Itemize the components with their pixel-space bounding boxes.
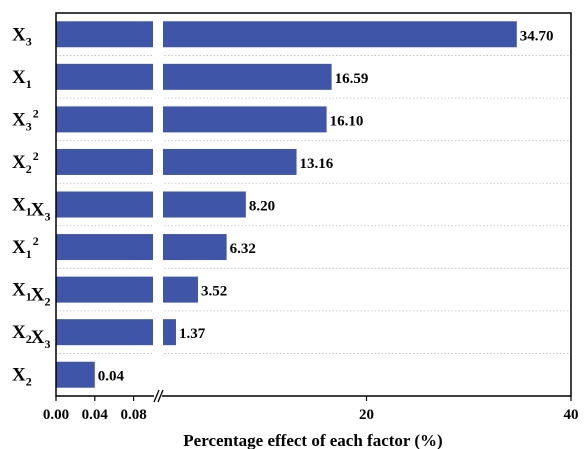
bar-broken-left — [56, 276, 153, 303]
bar — [163, 63, 332, 90]
data-label: 8.20 — [249, 199, 275, 215]
x-tick-label: 20 — [359, 407, 374, 423]
category-label: X1X3 — [12, 195, 50, 224]
bar — [163, 106, 327, 133]
category-label: X1X2 — [12, 280, 50, 309]
category-label: X2 — [12, 365, 32, 389]
x-tick-label: 40 — [564, 407, 579, 423]
x-tick-label: 0.00 — [43, 407, 69, 423]
x-tick-label: 0.08 — [120, 407, 146, 423]
x-axis-title: Percentage effect of each factor (%) — [183, 431, 442, 449]
bar — [163, 319, 176, 346]
bar-broken-left — [56, 191, 153, 218]
bar-broken-left — [56, 234, 153, 261]
value-labels: 34.70 16.59 16.10 13.16 8.20 6.32 3.52 1.37 0.04 — [98, 28, 554, 384]
data-label: 1.37 — [179, 326, 206, 342]
category-label: X32 — [12, 106, 39, 133]
bar — [163, 148, 297, 175]
x-tick-label: 0.04 — [82, 407, 109, 423]
category-label: X12 — [12, 234, 39, 261]
data-label: 3.52 — [201, 284, 227, 300]
bar — [56, 361, 95, 388]
bar — [163, 234, 227, 261]
axis-break-mark — [153, 389, 160, 403]
category-label: X2X3 — [12, 322, 50, 351]
x-axis: 0.00 0.04 0.08 20 40 — [43, 389, 579, 423]
data-label: 13.16 — [300, 156, 334, 172]
bar-broken-left — [56, 106, 153, 133]
data-label: 34.70 — [520, 28, 554, 44]
axis-break-gap — [153, 14, 163, 395]
bar-broken-left — [56, 319, 153, 346]
bar — [163, 21, 517, 48]
bar — [163, 191, 246, 218]
plot-frame — [55, 12, 572, 397]
axis-break-mask — [154, 393, 162, 399]
data-label: 16.10 — [330, 113, 364, 129]
bar-broken-left — [56, 63, 153, 90]
bar — [163, 276, 198, 303]
data-label: 16.59 — [335, 71, 369, 87]
bar-broken-left — [56, 148, 153, 175]
category-labels: X3 X1 X32 X22 X1X3 X12 X1X2 X2X3 X2 — [12, 24, 50, 388]
bars — [56, 14, 517, 395]
axis-break-mark — [157, 389, 164, 403]
category-label: X1 — [12, 67, 32, 91]
category-label: X22 — [12, 149, 39, 176]
data-label: 0.04 — [98, 369, 125, 385]
data-label: 6.32 — [230, 241, 256, 257]
bar-broken-left — [56, 21, 153, 48]
category-label: X3 — [12, 24, 32, 48]
